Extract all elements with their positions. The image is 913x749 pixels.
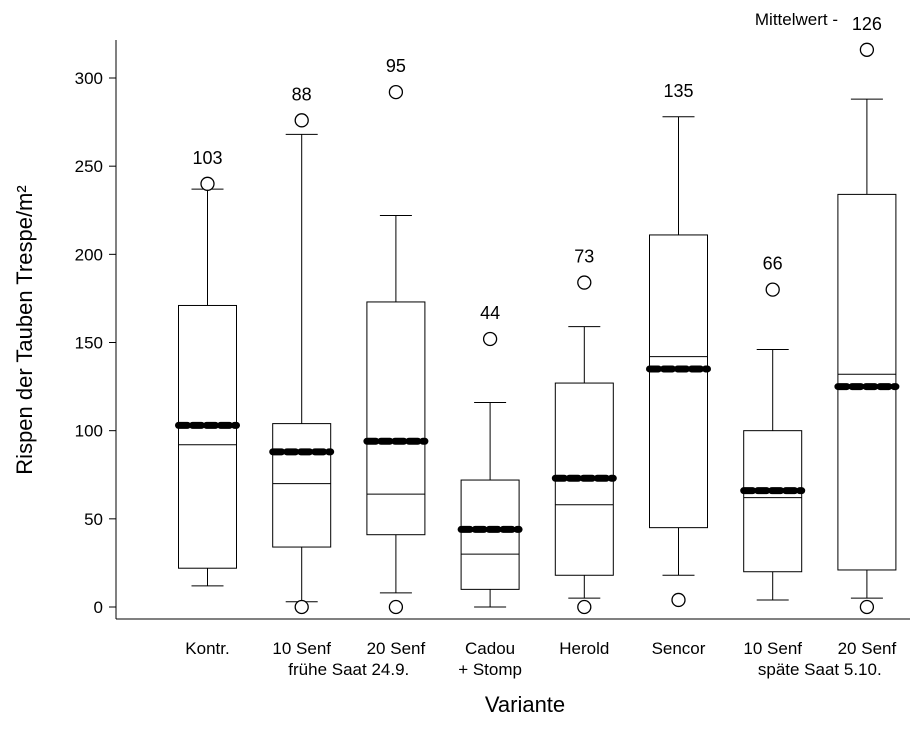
outlier-point xyxy=(859,599,875,615)
mean-value-label: 73 xyxy=(574,247,594,267)
y-tick-label: 0 xyxy=(94,598,103,617)
mean-value-label: 95 xyxy=(386,56,406,76)
x-category-label: 20 Senf xyxy=(367,639,426,658)
box xyxy=(743,430,803,573)
x-category-label: 10 Senf xyxy=(743,639,802,658)
y-tick-label: 200 xyxy=(75,245,103,264)
box xyxy=(366,301,426,536)
outlier-point xyxy=(388,599,404,615)
mean-value-label: 126 xyxy=(852,14,882,34)
x-category-label: 20 Senf xyxy=(838,639,897,658)
mean-annotation-label: Mittelwert - xyxy=(755,10,838,29)
plot-area: 0 50 100 150 200 250 300 103 Kontr. 88 10 Senf früh… xyxy=(75,14,910,679)
outlier-point xyxy=(388,84,404,100)
outlier-point xyxy=(577,275,592,290)
y-tick-label: 50 xyxy=(84,510,103,529)
y-tick-label: 250 xyxy=(75,157,103,176)
mean-value-label: 66 xyxy=(763,254,783,274)
box xyxy=(837,193,897,571)
x-category-label: späte Saat 5.10. xyxy=(758,660,882,679)
outlier-point xyxy=(859,42,875,57)
y-tick-label: 300 xyxy=(75,69,103,88)
y-tick-label: 100 xyxy=(75,422,103,441)
mean-value-label: 44 xyxy=(480,303,500,323)
outlier-point xyxy=(671,592,686,608)
mean-value-label: 88 xyxy=(292,84,312,104)
y-axis-title: Rispen der Tauben Trespe/m² xyxy=(12,185,37,474)
box xyxy=(649,234,708,529)
x-category-label: Cadou xyxy=(465,639,515,658)
outlier-point xyxy=(294,113,309,128)
x-category-label: frühe Saat 24.9. xyxy=(288,660,409,679)
x-category-label: Sencor xyxy=(652,639,706,658)
box xyxy=(272,423,332,548)
outlier-point xyxy=(200,176,215,191)
outlier-point xyxy=(765,282,780,297)
outlier-point xyxy=(294,599,309,615)
x-axis-title: Variante xyxy=(485,692,565,717)
x-category-label: Kontr. xyxy=(185,639,229,658)
mean-value-label: 135 xyxy=(663,81,693,101)
x-category-label: + Stomp xyxy=(458,660,522,679)
outlier-point xyxy=(482,331,498,347)
y-tick-label: 150 xyxy=(75,334,103,353)
outlier-point xyxy=(577,599,592,615)
x-category-label: Herold xyxy=(559,639,609,658)
mean-value-label: 103 xyxy=(192,148,222,168)
x-category-label: 10 Senf xyxy=(272,639,331,658)
box xyxy=(460,479,520,590)
box xyxy=(178,304,237,569)
